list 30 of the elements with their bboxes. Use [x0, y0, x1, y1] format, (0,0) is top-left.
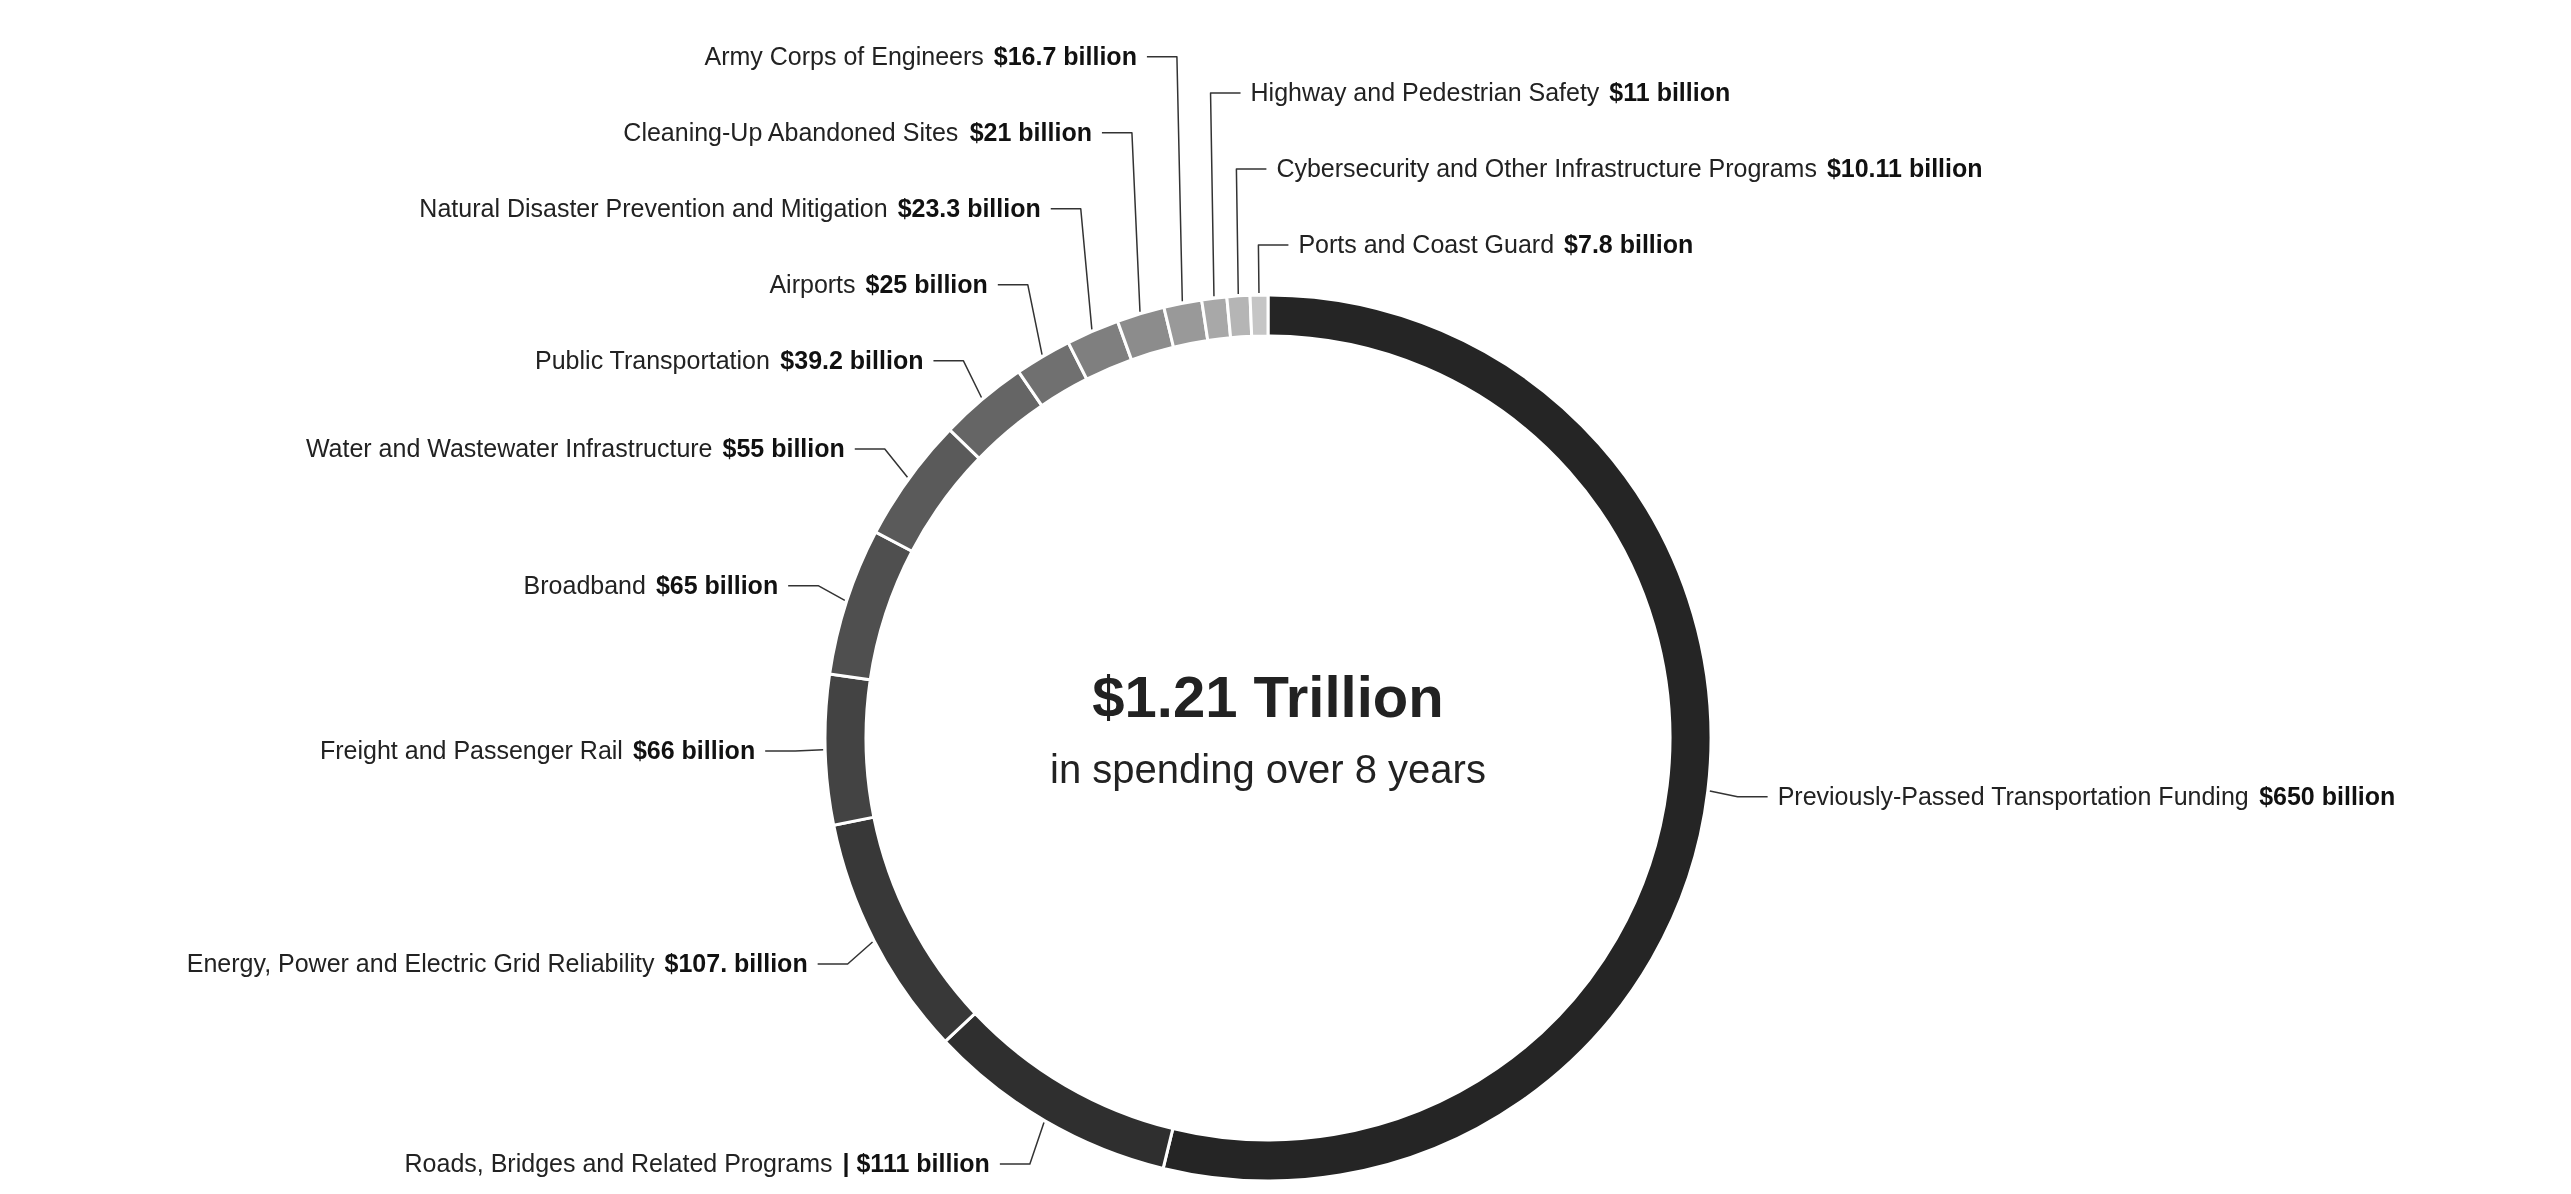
data-label: $25 billion [865, 269, 988, 298]
data-label: $66 billion [632, 736, 756, 765]
slice-label: Cleaning-Up Abandoned Sites [623, 117, 959, 146]
slice-label: Army Corps of Engineers [704, 41, 984, 70]
slice-label: Water and Wastewater Infrastructure [305, 434, 713, 463]
slice-label: Natural Disaster Prevention and Mitigation [419, 193, 888, 222]
text: in spending over 8 years [1050, 747, 1486, 791]
slice-label: Roads, Bridges and Related Programs [404, 1148, 833, 1177]
data-label: $650 billion [2259, 781, 2396, 810]
slice-label: Highway and Pedestrian Safety [1250, 78, 1600, 107]
slice-label: Freight and Passenger Rail [319, 736, 623, 765]
text: $1.21 Trillion [1092, 664, 1444, 729]
slice-label: Cybersecurity and Other Infrastructure Programs [1276, 154, 1817, 183]
data-label: | $111 billion [842, 1148, 990, 1177]
slice-label: Airports [769, 269, 856, 298]
data-label: $107. billion [664, 949, 808, 978]
slice-label: Energy, Power and Electric Grid Reliability [186, 949, 656, 978]
data-label: $11 billion [1609, 78, 1731, 107]
slice-label: Public Transportation [535, 345, 770, 374]
data-label: $7.8 billion [1564, 230, 1694, 259]
slice-label: Broadband [523, 570, 646, 599]
slice-label: Ports and Coast Guard [1298, 230, 1555, 259]
data-label: $16.7 billion [993, 41, 1137, 70]
data-label: $39.2 billion [780, 345, 924, 374]
data-label: $65 billion [655, 570, 779, 599]
data-label: $55 billion [722, 434, 845, 463]
data-label: $10.11 billion [1826, 154, 1983, 183]
data-label: $23.3 billion [897, 193, 1041, 222]
slice-label: Previously-Passed Transportation Funding [1777, 781, 2249, 810]
data-label: $21 billion [969, 117, 1092, 146]
